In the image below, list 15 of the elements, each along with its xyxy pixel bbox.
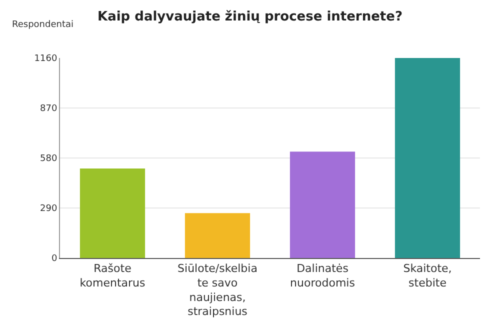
x-tick-label: Siūlote/skelbia te savo naujienas, straipsnius: [178, 262, 258, 318]
x-tick-label: Skaitote, stebite: [403, 262, 452, 290]
y-tick-label: 1160: [34, 54, 58, 64]
bar: [80, 168, 146, 258]
bar: [184, 213, 250, 258]
x-tick-label: Rašote komentarus: [80, 262, 146, 290]
y-tick-label: 0: [51, 254, 58, 264]
x-tick-label: Dalinatės nuorodomis: [290, 262, 356, 290]
chart-title: Kaip dalyvaujate žinių procese internete?: [98, 10, 402, 25]
y-tick-label: 290: [40, 204, 58, 214]
bar: [290, 152, 356, 258]
y-tick-label: 870: [40, 104, 58, 114]
bar: [394, 58, 460, 258]
y-tick-label: 580: [40, 154, 58, 164]
y-axis-title: Respondentai: [12, 20, 74, 30]
